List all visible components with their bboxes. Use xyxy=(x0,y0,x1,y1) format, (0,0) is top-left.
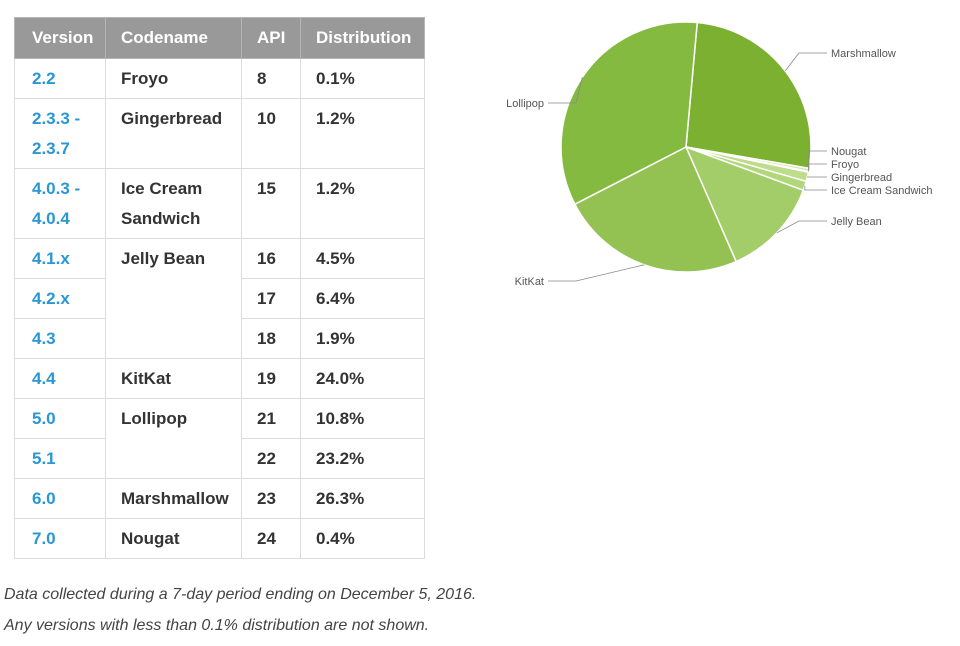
version-link[interactable]: 6.0 xyxy=(14,478,106,519)
table-row: 5.0 Lollipop 21 10.8% xyxy=(14,398,425,479)
header-distribution: Distribution xyxy=(300,17,425,59)
table-row: 4.1.x Jelly Bean 16 4.5% xyxy=(14,238,425,359)
api-cell: 23 xyxy=(241,478,301,519)
distribution-cell: 4.5% xyxy=(300,238,425,279)
table-row: 4.2.x 17 6.4% xyxy=(14,278,425,319)
leader-line-ice-cream-sandwich xyxy=(804,185,827,191)
leader-line-froyo xyxy=(808,163,827,172)
pie-label-lollipop: Lollipop xyxy=(506,98,544,110)
pie-label-gingerbread: Gingerbread xyxy=(831,172,892,184)
api-cell: 16 xyxy=(241,238,301,279)
api-cell: 18 xyxy=(241,318,301,359)
table-row: 2.3.3 - 2.3.7 Gingerbread 10 1.2% xyxy=(14,98,425,169)
distribution-cell: 23.2% xyxy=(300,438,425,479)
version-link[interactable]: 4.1.x xyxy=(14,238,106,279)
leader-line-lollipop xyxy=(548,77,583,104)
pie-slice-marshmallow xyxy=(685,21,812,170)
header-version: Version xyxy=(14,17,106,59)
distribution-cell: 1.2% xyxy=(300,98,425,169)
table-header-row: Version Codename API Distribution xyxy=(14,17,425,59)
version-link[interactable]: 5.0 xyxy=(14,398,106,439)
version-link[interactable]: 4.2.x xyxy=(14,278,106,319)
header-codename: Codename xyxy=(105,17,242,59)
codename-cell: Lollipop xyxy=(105,398,242,479)
version-link[interactable]: 5.1 xyxy=(14,438,106,479)
leader-line-jelly-bean xyxy=(776,220,827,234)
pie-label-kitkat: KitKat xyxy=(515,276,544,288)
distribution-cell: 10.8% xyxy=(300,398,425,439)
pie-label-marshmallow: Marshmallow xyxy=(831,48,896,60)
api-cell: 22 xyxy=(241,438,301,479)
version-link[interactable]: 2.3.3 - 2.3.7 xyxy=(14,98,106,169)
distribution-cell: 24.0% xyxy=(300,358,425,399)
version-link[interactable]: 7.0 xyxy=(14,518,106,559)
api-cell: 15 xyxy=(241,168,301,239)
version-link[interactable]: 4.4 xyxy=(14,358,106,399)
pie-label-nougat: Nougat xyxy=(831,146,866,158)
codename-cell: Froyo xyxy=(105,58,242,99)
version-link[interactable]: 4.3 xyxy=(14,318,106,359)
api-cell: 10 xyxy=(241,98,301,169)
leader-line-nougat xyxy=(808,150,827,170)
table-row: 4.0.3 - 4.0.4 Ice Cream Sandwich 15 1.2% xyxy=(14,168,425,239)
table-row: 6.0 Marshmallow 23 26.3% xyxy=(14,478,425,519)
pie-label-jelly-bean: Jelly Bean xyxy=(831,216,882,228)
pie-slice-kitkat xyxy=(573,145,738,273)
pie-label-froyo: Froyo xyxy=(831,159,859,171)
codename-cell: KitKat xyxy=(105,358,242,399)
distribution-cell: 1.9% xyxy=(300,318,425,359)
api-cell: 21 xyxy=(241,398,301,439)
distribution-table: Version Codename API Distribution 2.2 Fr… xyxy=(14,17,425,559)
table-row: 4.4 KitKat 19 24.0% xyxy=(14,358,425,399)
codename-cell: Nougat xyxy=(105,518,242,559)
api-cell: 8 xyxy=(241,58,301,99)
table-row: 4.3 18 1.9% xyxy=(14,318,425,359)
distribution-cell: 6.4% xyxy=(300,278,425,319)
header-api: API xyxy=(241,17,301,59)
leader-line-kitkat xyxy=(548,264,645,282)
distribution-cell: 0.4% xyxy=(300,518,425,559)
threshold-note: Any versions with less than 0.1% distrib… xyxy=(4,617,430,634)
pie-label-ice-cream-sandwich: Ice Cream Sandwich xyxy=(831,185,933,197)
data-collection-note: Data collected during a 7-day period end… xyxy=(4,586,477,603)
table-row: 5.1 22 23.2% xyxy=(14,438,425,479)
codename-cell: Marshmallow xyxy=(105,478,242,519)
api-cell: 19 xyxy=(241,358,301,399)
version-link[interactable]: 4.0.3 - 4.0.4 xyxy=(14,168,106,239)
table-row: 7.0 Nougat 24 0.4% xyxy=(14,518,425,559)
version-link[interactable]: 2.2 xyxy=(14,58,106,99)
table-row: 2.2 Froyo 8 0.1% xyxy=(14,58,425,99)
api-cell: 24 xyxy=(241,518,301,559)
codename-cell: Jelly Bean xyxy=(105,238,242,359)
distribution-cell: 1.2% xyxy=(300,168,425,239)
codename-cell: Ice Cream Sandwich xyxy=(105,168,242,239)
api-cell: 17 xyxy=(241,278,301,319)
codename-cell: Gingerbread xyxy=(105,98,242,169)
leader-line-marshmallow xyxy=(784,52,827,72)
distribution-cell: 0.1% xyxy=(300,58,425,99)
distribution-cell: 26.3% xyxy=(300,478,425,519)
